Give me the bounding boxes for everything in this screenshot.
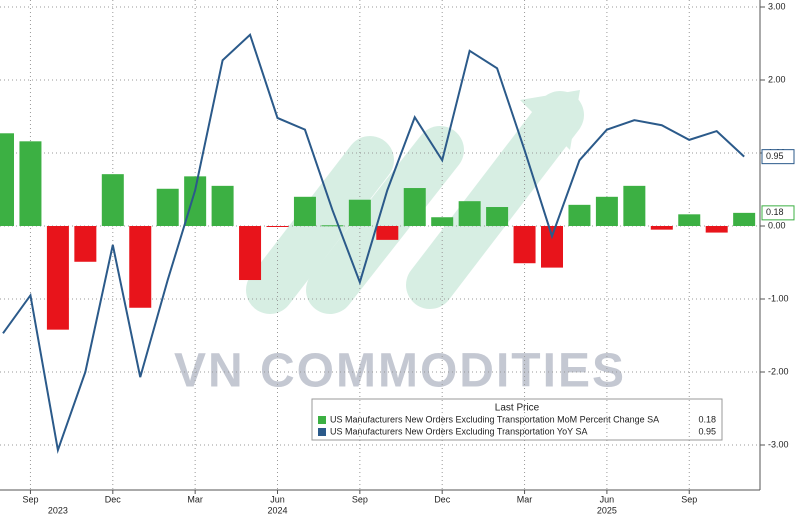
y-tick-label: -1.00 [768, 293, 789, 303]
x-tick-label: Sep [22, 494, 38, 504]
bar [486, 207, 509, 226]
bar [568, 204, 591, 226]
x-year-label: 2024 [267, 505, 287, 515]
watermark: VN COMMODITIES [174, 345, 626, 398]
legend-label: US Manufacturers New Orders Excluding Tr… [330, 426, 587, 436]
bar [348, 199, 371, 226]
legend-value: 0.95 [698, 426, 716, 436]
bar [19, 141, 42, 226]
x-tick-label: Sep [352, 494, 368, 504]
x-tick-label: Sep [681, 494, 697, 504]
x-year-label: 2025 [597, 505, 617, 515]
x-tick-label: Jun [600, 494, 615, 504]
x-year-label: 2023 [48, 505, 68, 515]
bar [293, 196, 316, 226]
legend-label: US Manufacturers New Orders Excluding Tr… [330, 414, 659, 424]
line [2, 32, 745, 455]
bar [705, 226, 728, 233]
legend-value: 0.18 [698, 414, 716, 424]
bar [623, 185, 646, 226]
logo-stroke [306, 126, 464, 314]
y-tick-label: -3.00 [768, 439, 789, 449]
y-tick-label: -2.00 [768, 366, 789, 376]
y-tick-label: 2.00 [768, 74, 786, 84]
bar [184, 176, 207, 226]
bar [733, 212, 756, 226]
bar [650, 226, 673, 230]
x-tick-label: Jun [270, 494, 285, 504]
bar [0, 133, 14, 226]
legend: Last Price US Manufacturers New Orders E… [311, 398, 723, 441]
logo-stroke [406, 91, 584, 309]
last-value-box [761, 205, 795, 221]
bar [431, 217, 454, 226]
bar [129, 226, 152, 308]
bar [541, 226, 563, 268]
bar [678, 214, 701, 226]
bar [211, 185, 234, 226]
bar [458, 201, 481, 226]
logo-arrow [520, 90, 580, 150]
y-tick-label: 0.00 [768, 220, 786, 230]
bar [101, 174, 124, 226]
logo-stroke [246, 136, 394, 314]
last-value-label: 0.18 [766, 207, 784, 217]
bar [46, 226, 69, 330]
legend-swatch [318, 428, 326, 436]
legend-box [311, 398, 723, 441]
last-value-box [761, 149, 795, 165]
legend-title: Last Price [495, 403, 540, 414]
bar [239, 226, 262, 281]
bar [403, 188, 426, 226]
bar [376, 226, 399, 240]
bar [266, 226, 289, 227]
bar [74, 226, 97, 262]
x-tick-label: Dec [105, 494, 122, 504]
bar [595, 196, 618, 226]
bar [156, 188, 179, 226]
last-value-label: 0.95 [766, 151, 784, 161]
bar [321, 225, 344, 227]
x-tick-label: Mar [187, 494, 203, 504]
y-tick-label: 3.00 [768, 1, 786, 11]
bar [513, 226, 536, 264]
logo [246, 90, 584, 314]
x-tick-label: Dec [434, 494, 451, 504]
x-tick-label: Mar [517, 494, 533, 504]
legend-swatch [318, 416, 326, 424]
